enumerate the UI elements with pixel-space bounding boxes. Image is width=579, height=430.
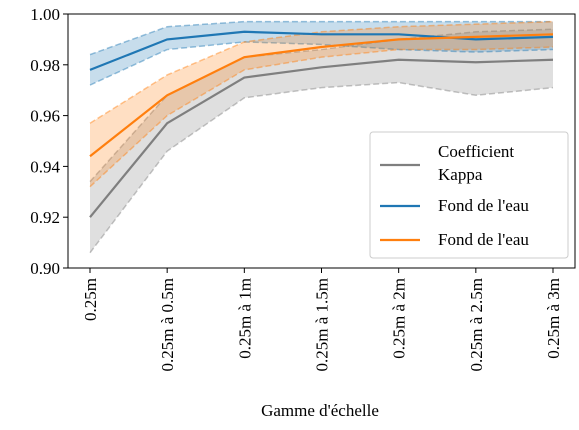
series-line	[89, 58, 554, 218]
confidence-band	[90, 29, 553, 253]
x-tick-label: 0.25m à 2.5m	[467, 278, 486, 372]
legend-label: Coefficient Kappa	[438, 142, 515, 184]
x-tick-label: 0.25m à 0.5m	[158, 278, 177, 372]
y-tick-label: 1.00	[30, 5, 60, 24]
series-line	[89, 33, 554, 158]
legend-entry: Fond de l'eau	[438, 230, 529, 249]
y-tick-label: 0.98	[30, 56, 60, 75]
x-tick-label: 0.25m à 3m	[544, 278, 563, 359]
y-tick-label: 0.94	[30, 157, 60, 176]
y-tick-label: 0.90	[30, 259, 60, 278]
band-edge	[89, 81, 554, 254]
legend-label: Fond de l'eau	[438, 196, 529, 215]
series-line	[89, 30, 554, 71]
x-tick-label: 0.25m à 2m	[390, 278, 409, 359]
x-tick-label: 0.25m à 1.5m	[313, 278, 332, 372]
x-axis-label: Gamme d'échelle	[261, 401, 379, 420]
confidence-band	[90, 21, 553, 187]
legend-entry: Fond de l'eau	[438, 196, 529, 215]
band-edge	[89, 28, 554, 183]
band-edge	[89, 20, 553, 56]
y-tick-label: 0.92	[30, 208, 60, 227]
band-edge	[89, 20, 554, 124]
x-tick-label: 0.25m	[81, 278, 100, 321]
band-edge	[89, 41, 554, 86]
y-tick-label: 0.96	[30, 107, 60, 126]
band-edge	[89, 46, 554, 188]
legend-label: Fond de l'eau	[438, 230, 529, 249]
legend-entry: Coefficient Kappa	[438, 142, 515, 184]
legend-box	[369, 131, 569, 259]
x-tick-label: 0.25m à 1m	[235, 278, 254, 359]
